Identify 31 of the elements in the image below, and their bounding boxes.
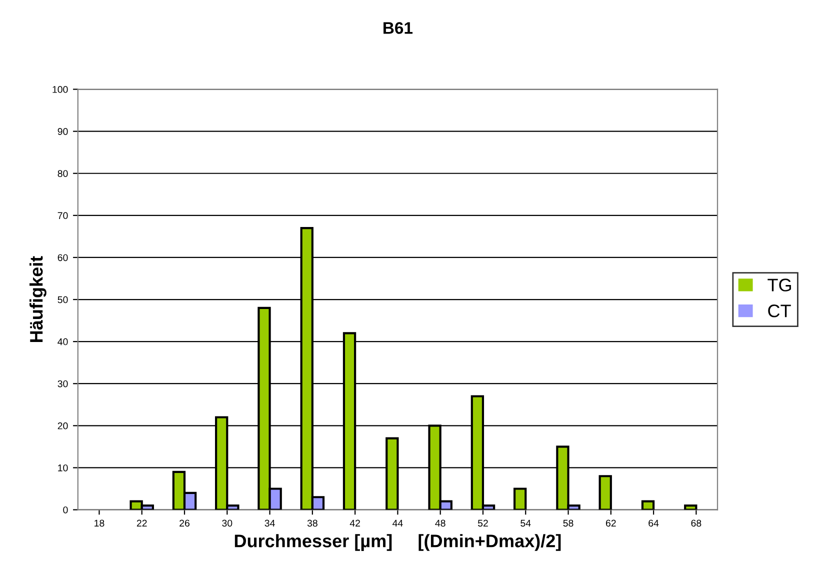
x-tick-label: 18 [94,520,104,527]
x-tick-label: 62 [606,520,616,527]
x-axis-title: Durchmesser [µm] [(Dmin+Dmax)/2] [234,534,561,551]
x-tick-label: 34 [264,520,275,527]
y-axis-title: Häufigkeit [29,256,46,342]
y-tick-label: 100 [52,86,68,93]
legend-label: CT [768,304,791,318]
y-tick-label: 20 [58,422,68,430]
y-tick-label: 80 [58,170,68,177]
x-tick-label: 64 [648,520,659,527]
y-tick-label: 30 [58,380,68,388]
y-tick-label: 60 [58,254,68,262]
x-tick-label: 38 [307,520,318,527]
y-tick-label: 50 [58,296,68,304]
y-tick-label: 0 [63,506,68,514]
chart-title: B61 [384,22,413,34]
x-tick-label: 54 [520,520,531,527]
x-tick-label: 58 [563,520,574,527]
x-tick-label: 26 [180,520,190,527]
x-tick-label: 52 [478,520,488,527]
y-tick-label: 90 [58,128,68,135]
y-tick-label: 40 [58,338,68,346]
x-tick-label: 44 [392,520,403,527]
x-tick-label: 22 [136,520,147,527]
x-tick-label: 30 [222,520,232,527]
legend-label: TG [768,278,791,292]
y-tick-label: 10 [58,464,68,472]
x-tick-label: 68 [691,520,702,527]
x-tick-label: 42 [350,520,360,527]
x-tick-label: 48 [435,520,446,527]
y-tick-label: 70 [58,212,68,220]
